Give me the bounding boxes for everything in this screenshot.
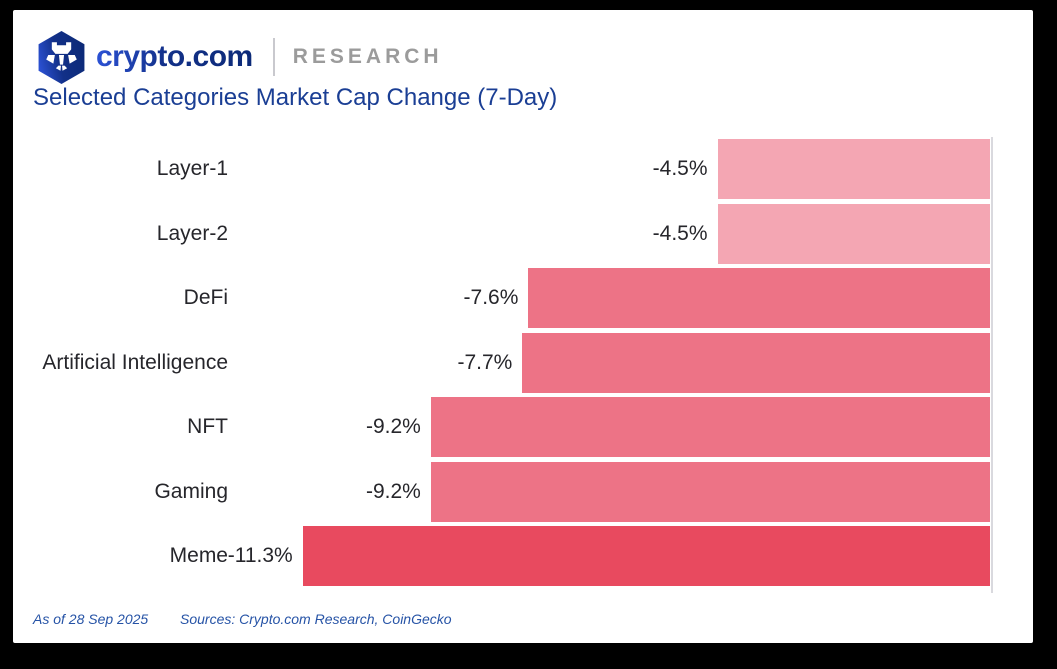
value-label: -7.6% [463,286,519,309]
bar [717,203,990,264]
report-card: crypto.com RESEARCH Selected Categories … [13,10,1033,643]
crypto-com-logo-icon [38,30,85,84]
header-divider [272,38,275,76]
chart-row: Layer-1 -4.5% [13,139,1033,199]
value-label: -7.7% [457,350,513,374]
value-label: -4.5% [652,221,708,245]
category-label: Gaming [154,479,228,503]
category-label: Meme [169,544,228,567]
brand-wordmark: crypto.com [96,40,253,73]
value-label: -11.3% [227,544,293,567]
chart-row: DeFi -7.6% [13,268,1033,328]
category-label: NFT [187,415,228,438]
as-of-date: As of 28 Sep 2025 [33,611,149,627]
chart-row: Artificial Intelligence -7.7% [13,332,1033,393]
zero-axis-line [991,137,993,593]
bar [430,397,990,457]
chart-title: Selected Categories Market Cap Change (7… [33,84,558,111]
bar [528,268,990,328]
chart-row: Gaming -9.2% [13,461,1033,522]
category-label: Layer-2 [156,221,228,245]
chart-row: Meme -11.3% [13,526,1033,586]
research-wordmark: RESEARCH [292,45,443,68]
brand-header: crypto.com RESEARCH [38,28,443,86]
bar [522,332,990,393]
bar [717,139,990,199]
bar [302,526,990,586]
value-label: -9.2% [365,415,421,438]
category-label: DeFi [183,286,228,309]
chart-row: NFT -9.2% [13,397,1033,457]
sources-note: Sources: Crypto.com Research, CoinGecko [180,611,452,627]
category-label: Artificial Intelligence [42,350,228,374]
value-label: -4.5% [652,157,708,180]
chart-row: Layer-2 -4.5% [13,203,1033,264]
value-label: -9.2% [365,479,421,503]
bar-chart: Layer-1 -4.5% Layer-2 -4.5% DeFi -7.6% Artific… [13,137,1033,593]
category-label: Layer-1 [156,157,228,180]
bar [430,461,990,522]
